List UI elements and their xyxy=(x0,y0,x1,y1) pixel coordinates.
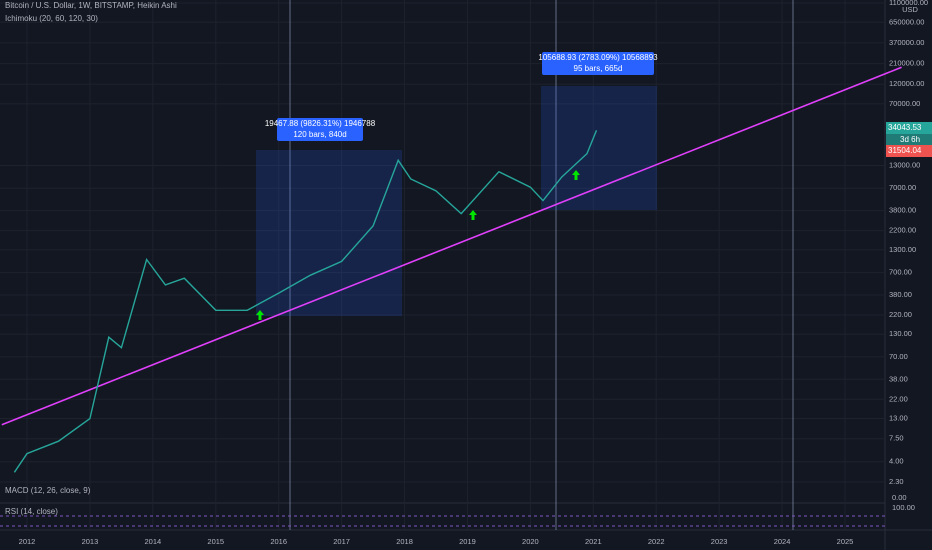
last-price: 34043.53 xyxy=(888,123,922,132)
countdown-tag xyxy=(886,134,932,145)
time-tick-label: 2017 xyxy=(333,537,350,546)
measure-bars: 95 bars, 665d xyxy=(574,64,623,73)
price-tick-label: 650000.00 xyxy=(889,17,924,26)
time-tick-label: 2015 xyxy=(207,537,224,546)
other-price: 31504.04 xyxy=(888,146,922,155)
rsi-label: RSI (14, close) xyxy=(5,507,58,516)
price-tick-label: 1300.00 xyxy=(889,245,916,254)
price-tick-label: 380.00 xyxy=(889,290,912,299)
price-tick-label: 13.00 xyxy=(889,414,908,423)
rsi-tick: 100.00 xyxy=(892,503,915,512)
price-tick-label: 1100000.00 xyxy=(889,0,928,7)
measure-box xyxy=(256,150,402,316)
price-tick-label: 22.00 xyxy=(889,394,908,403)
price-tick-label: 70.00 xyxy=(889,352,908,361)
arrow xyxy=(256,310,264,320)
symbol-title: Bitcoin / U.S. Dollar, 1W, BITSTAMP, Hei… xyxy=(5,1,177,10)
time-tick-label: 2019 xyxy=(459,537,476,546)
arrow xyxy=(469,210,477,220)
time-tick-label: 2013 xyxy=(82,537,99,546)
time-tick-label: 2018 xyxy=(396,537,413,546)
time-tick-label: 2016 xyxy=(270,537,287,546)
time-tick-label: 2020 xyxy=(522,537,539,546)
price-tick-label: 370000.00 xyxy=(889,38,924,47)
measure-box xyxy=(541,86,657,210)
time-tick-label: 2023 xyxy=(711,537,728,546)
measure-change: 105688.93 (2783.09%) 10568893 xyxy=(538,53,658,62)
price-tick-label: 2200.00 xyxy=(889,226,916,235)
price-tick-label: 4.00 xyxy=(889,457,904,466)
price-tick-label: 7.50 xyxy=(889,434,904,443)
time-tick-label: 2025 xyxy=(837,537,854,546)
measure-label xyxy=(542,52,654,75)
time-tick-label: 2012 xyxy=(19,537,36,546)
countdown: 3d 6h xyxy=(900,135,920,144)
currency: USD xyxy=(902,5,918,14)
measure-bars: 120 bars, 840d xyxy=(293,130,346,139)
arrow xyxy=(572,170,580,180)
time-tick-label: 2014 xyxy=(145,537,162,546)
time-tick-label: 2022 xyxy=(648,537,665,546)
price-tick-label: 130.00 xyxy=(889,329,912,338)
price-tick-label: 2.30 xyxy=(889,477,904,486)
price-tick-label: 7000.00 xyxy=(889,183,916,192)
price-tick-label: 210000.00 xyxy=(889,59,924,68)
last-price-tag xyxy=(886,122,932,134)
price-tick-label: 120000.00 xyxy=(889,79,924,88)
time-tick-label: 2021 xyxy=(585,537,602,546)
macd-tick: 0.00 xyxy=(892,493,907,502)
trendline xyxy=(1,66,902,426)
measure-label xyxy=(277,118,363,141)
indicator-label: Ichimoku (20, 60, 120, 30) xyxy=(5,14,98,23)
price-tick-label: 38.00 xyxy=(889,374,908,383)
time-tick-label: 2024 xyxy=(774,537,791,546)
price-tick-label: 220.00 xyxy=(889,310,912,319)
measure-change: 19467.88 (9826.31%) 1946788 xyxy=(265,119,376,128)
macd-label: MACD (12, 26, close, 9) xyxy=(5,486,91,495)
price-tag xyxy=(886,145,932,157)
price-tick-label: 70000.00 xyxy=(889,99,920,108)
price-line xyxy=(13,130,598,473)
price-tick-label: 13000.00 xyxy=(889,161,920,170)
price-tick-label: 3800.00 xyxy=(889,206,916,215)
price-tick-label: 700.00 xyxy=(889,268,912,277)
